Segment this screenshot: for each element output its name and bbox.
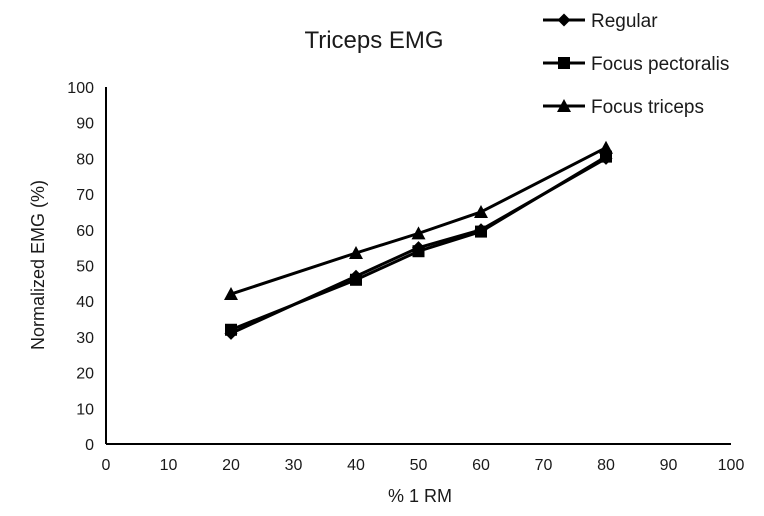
legend-marker-triangle bbox=[557, 99, 571, 112]
x-tick-label: 100 bbox=[718, 457, 745, 474]
legend: Regular Focus pectoralis Focus triceps bbox=[543, 11, 729, 118]
data-point-focus-pectoralis bbox=[412, 245, 425, 258]
y-tick-label: 20 bbox=[76, 366, 94, 383]
x-tick-label: 0 bbox=[102, 457, 111, 474]
x-tick-label: 70 bbox=[535, 457, 553, 474]
series-line-focus-triceps bbox=[230, 146, 607, 296]
legend-item-regular: Regular bbox=[543, 11, 658, 32]
y-tick-label: 50 bbox=[76, 259, 94, 276]
x-tick-label: 40 bbox=[347, 457, 365, 474]
y-tick-label: 60 bbox=[76, 223, 94, 240]
x-tick-label: 80 bbox=[597, 457, 615, 474]
x-tick-label: 30 bbox=[285, 457, 303, 474]
y-tick-label: 80 bbox=[76, 151, 94, 168]
y-tick-label: 100 bbox=[67, 80, 94, 97]
y-axis-label: Normalized EMG (%) bbox=[28, 180, 48, 350]
legend-label: Regular bbox=[591, 11, 658, 32]
data-point-focus-triceps bbox=[474, 204, 488, 218]
x-tick-label: 10 bbox=[160, 457, 178, 474]
data-point-focus-pectoralis bbox=[350, 273, 362, 286]
data-point-focus-triceps bbox=[349, 246, 363, 260]
x-tick-label: 20 bbox=[222, 457, 240, 474]
series-focus-triceps bbox=[224, 140, 613, 301]
y-tick-label: 40 bbox=[76, 294, 94, 311]
x-tick-label: 50 bbox=[410, 457, 428, 474]
x-tick-label: 60 bbox=[472, 457, 490, 474]
data-point-focus-pectoralis bbox=[475, 225, 487, 238]
data-point-focus-triceps bbox=[224, 287, 238, 301]
y-tick-label: 70 bbox=[76, 187, 94, 204]
y-tick-label: 90 bbox=[76, 116, 94, 133]
x-axis-label: % 1 RM bbox=[388, 486, 452, 506]
y-tick-label: 0 bbox=[85, 437, 94, 454]
series-focus-pectoralis bbox=[225, 150, 612, 336]
x-tick-label: 90 bbox=[660, 457, 678, 474]
legend-item-focus-pectoralis: Focus pectoralis bbox=[543, 54, 729, 75]
legend-label: Focus triceps bbox=[591, 97, 704, 118]
legend-item-focus-triceps: Focus triceps bbox=[543, 97, 704, 118]
data-point-focus-triceps bbox=[411, 226, 426, 240]
legend-marker-diamond bbox=[557, 13, 571, 27]
y-tick-label: 30 bbox=[76, 330, 94, 347]
plot-area: 0 10 20 30 40 50 60 70 80 90 100 0 10 20 30 40 50 60 70 80 9… bbox=[67, 80, 744, 474]
legend-label: Focus pectoralis bbox=[591, 54, 729, 75]
data-point-focus-triceps bbox=[599, 140, 613, 154]
y-tick-label: 10 bbox=[76, 401, 94, 418]
data-point-focus-pectoralis bbox=[225, 323, 237, 336]
chart-title: Triceps EMG bbox=[304, 27, 443, 54]
legend-marker-square bbox=[558, 57, 570, 69]
